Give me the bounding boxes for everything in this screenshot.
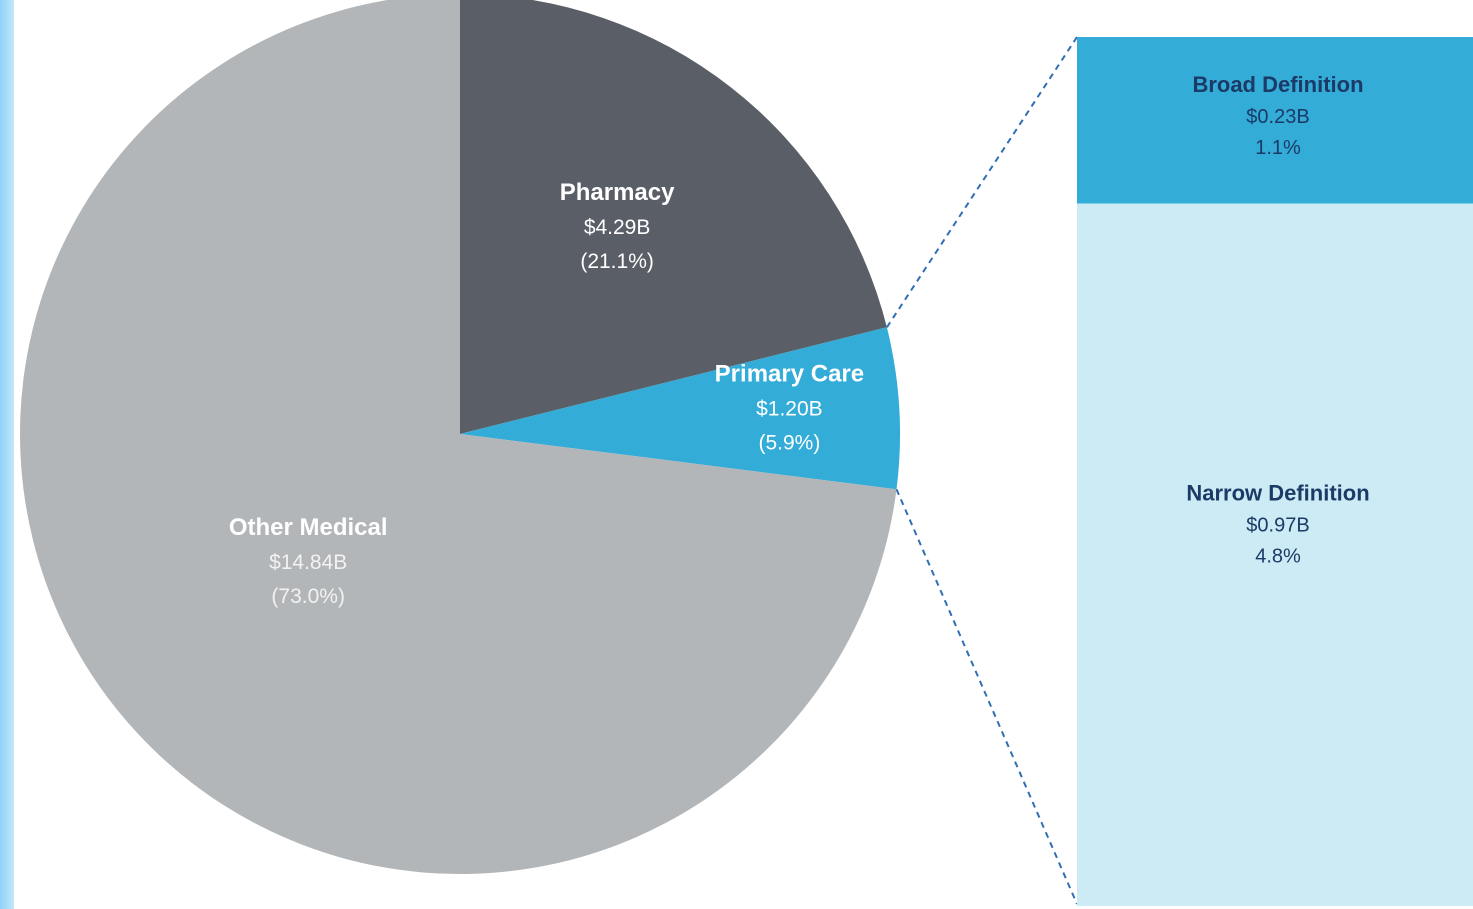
- bar-label-value-narrow-definition: $0.97B: [1246, 515, 1309, 537]
- bar-label-percent-broad-definition: 1.1%: [1255, 137, 1301, 159]
- pie-label-name-pharmacy: Pharmacy: [560, 179, 675, 206]
- pie-label-percent-other-medical: (73.0%): [271, 585, 345, 608]
- pie-label-value-pharmacy: $4.29B: [584, 216, 651, 239]
- bar-label-name-narrow-definition: Narrow Definition: [1186, 481, 1369, 506]
- pie-slice-primary-care: [460, 327, 901, 490]
- bar-label-percent-narrow-definition: 4.8%: [1255, 546, 1301, 568]
- pie-slice-pharmacy: [460, 0, 887, 434]
- pie-label-percent-pharmacy: (21.1%): [580, 250, 654, 273]
- pie-group: [20, 0, 901, 874]
- bar-segment-broad-definition: [1077, 37, 1473, 204]
- connector-group: [886, 36, 1078, 905]
- bar-segment-narrow-definition: [1077, 203, 1473, 906]
- pie-label-value-other-medical: $14.84B: [269, 551, 347, 574]
- pie-label-name-other-medical: Other Medical: [229, 514, 388, 541]
- label-group: Pharmacy $4.29B (21.1%) Primary Care $1.20B (…: [229, 72, 1370, 608]
- pie-label-name-primary-care: Primary Care: [715, 360, 864, 387]
- left-edge-strip: [0, 0, 14, 909]
- pie-label-percent-primary-care: (5.9%): [758, 431, 820, 454]
- bar-label-name-broad-definition: Broad Definition: [1192, 72, 1363, 97]
- connector-line-top: [886, 36, 1078, 328]
- connector-line-bottom: [895, 488, 1078, 905]
- pie-slice-other-medical: [20, 0, 897, 874]
- breakdown-bar-group: [1077, 37, 1473, 906]
- pie-label-value-primary-care: $1.20B: [756, 397, 823, 420]
- bar-label-value-broad-definition: $0.23B: [1246, 106, 1309, 128]
